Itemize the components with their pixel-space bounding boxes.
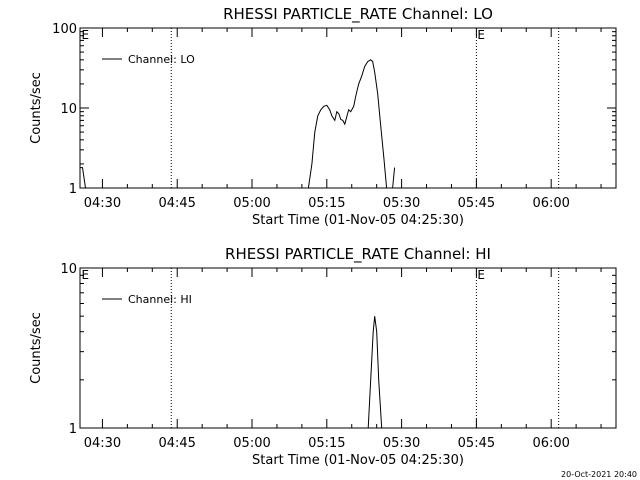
hi-y-axis-label: Counts/sec (29, 312, 44, 384)
hi-plot-frame (79, 267, 617, 429)
lo-panel: RHESSI PARTICLE_RATE Channel: LO 04:30 04:… (29, 5, 617, 228)
lo-marker-0: E (81, 28, 89, 42)
lo-x-tick-label-3: 05:15 (308, 196, 345, 211)
lo-y-tick-label-1: 10 (60, 102, 77, 117)
lo-x-tick-label-0: 04:30 (84, 196, 121, 211)
lo-x-tick-label-5: 05:45 (458, 196, 495, 211)
lo-x-tick-label-4: 05:30 (383, 196, 420, 211)
lo-series-0-segment-1 (307, 59, 388, 189)
lo-series-0-segment-2 (392, 167, 396, 189)
hi-series-0-segment-0 (367, 316, 383, 429)
hi-x-tick-label-4: 05:30 (383, 436, 420, 451)
hi-marker-1: E (477, 268, 485, 282)
hi-x-tick-label-5: 05:45 (458, 436, 495, 451)
lo-legend-label: Channel: LO (128, 53, 195, 66)
hi-y-tick-label-0: 1 (69, 422, 77, 437)
lo-x-tick-label-1: 04:45 (158, 196, 195, 211)
lo-marker-1: E (477, 28, 485, 42)
hi-x-tick-label-6: 06:00 (532, 436, 569, 451)
lo-y-tick-label-0: 1 (69, 182, 77, 197)
hi-x-tick-label-1: 04:45 (158, 436, 195, 451)
hi-x-tick-label-0: 04:30 (84, 436, 121, 451)
hi-x-axis-label: Start Time (01-Nov-05 04:25:30) (252, 453, 464, 468)
lo-y-tick-label-2: 100 (52, 22, 77, 37)
lo-x-axis-label: Start Time (01-Nov-05 04:25:30) (252, 213, 464, 228)
lo-chart-title: RHESSI PARTICLE_RATE Channel: LO (223, 5, 493, 24)
lo-y-axis-label: Counts/sec (29, 72, 44, 144)
lo-x-tick-label-2: 05:00 (233, 196, 270, 211)
hi-x-tick-label-3: 05:15 (308, 436, 345, 451)
hi-legend-label: Channel: HI (128, 293, 192, 306)
hi-y-tick-label-1: 10 (60, 262, 77, 277)
hi-panel: RHESSI PARTICLE_RATE Channel: HI 04:30 04:… (29, 245, 617, 468)
hi-marker-0: E (81, 268, 89, 282)
hi-chart-title: RHESSI PARTICLE_RATE Channel: HI (225, 245, 491, 264)
lo-x-tick-label-6: 06:00 (532, 196, 569, 211)
lo-series-0-segment-0 (80, 167, 86, 189)
hi-x-tick-label-2: 05:00 (233, 436, 270, 451)
timestamp: 20-Oct-2021 20:40 (561, 470, 637, 479)
